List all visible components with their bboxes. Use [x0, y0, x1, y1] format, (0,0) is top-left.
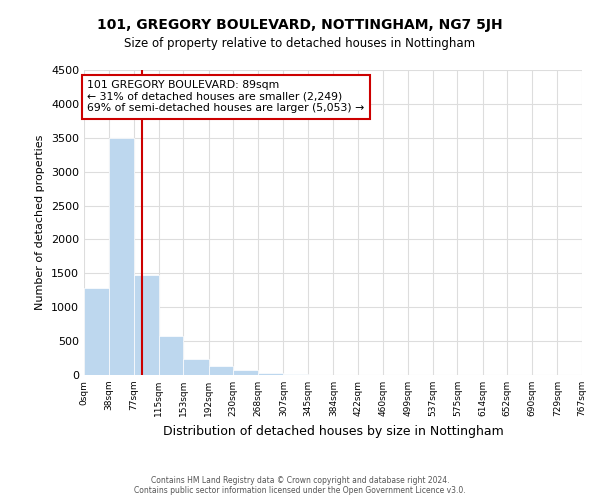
Bar	[134, 276, 158, 375]
Bar	[283, 374, 308, 375]
Text: 101, GREGORY BOULEVARD, NOTTINGHAM, NG7 5JH: 101, GREGORY BOULEVARD, NOTTINGHAM, NG7 …	[97, 18, 503, 32]
Bar	[184, 358, 209, 375]
Bar	[158, 336, 184, 375]
Y-axis label: Number of detached properties: Number of detached properties	[35, 135, 46, 310]
Bar	[109, 138, 134, 375]
X-axis label: Distribution of detached houses by size in Nottingham: Distribution of detached houses by size …	[163, 424, 503, 438]
Text: 101 GREGORY BOULEVARD: 89sqm
← 31% of detached houses are smaller (2,249)
69% of: 101 GREGORY BOULEVARD: 89sqm ← 31% of de…	[87, 80, 364, 114]
Bar	[84, 288, 109, 375]
Bar	[258, 373, 283, 375]
Text: Size of property relative to detached houses in Nottingham: Size of property relative to detached ho…	[124, 38, 476, 51]
Bar	[209, 366, 233, 375]
Bar	[233, 370, 258, 375]
Text: Contains HM Land Registry data © Crown copyright and database right 2024.
Contai: Contains HM Land Registry data © Crown c…	[134, 476, 466, 495]
